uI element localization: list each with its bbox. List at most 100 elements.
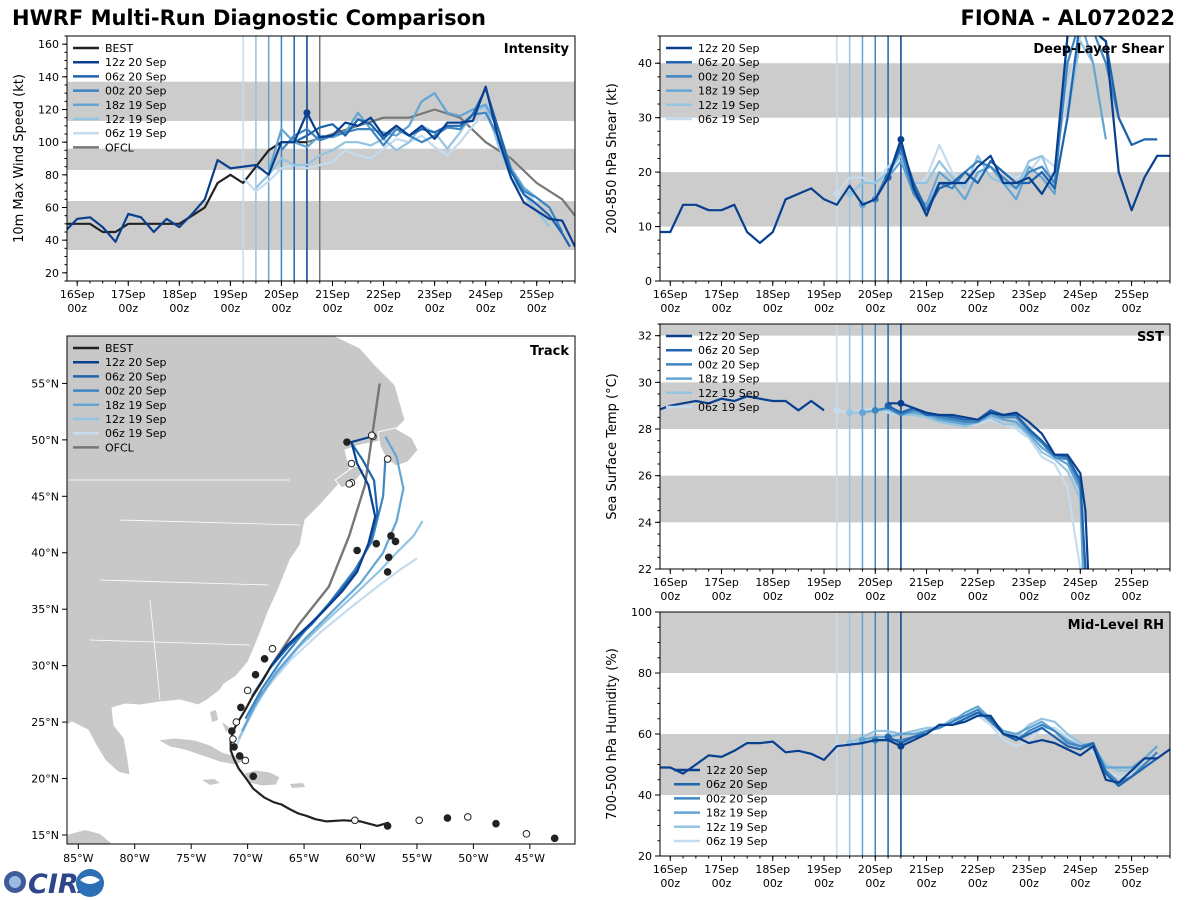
shear-xtick-day: 17Sep xyxy=(704,288,739,301)
shear-xtick-hour: 00z xyxy=(1019,302,1039,315)
sst-band-0 xyxy=(660,475,1170,523)
chart-track: 85°W 80°W 75°W 70°W 65°W 60°W 55°W 50°W 45°W 15°N… xyxy=(31,335,576,865)
track-endpoint-marker xyxy=(384,553,393,562)
shear-ylabel: 200-850 hPa Shear (kt) xyxy=(605,83,620,234)
track-map-land xyxy=(67,336,419,844)
intensity-ytick-label: 80 xyxy=(45,169,59,182)
shear-xtick-hour: 00z xyxy=(1122,302,1142,315)
shear-ytick-label: 0 xyxy=(645,275,652,288)
sst-band-1 xyxy=(660,382,1170,429)
sst-xtick-hour: 00z xyxy=(660,590,680,603)
rh-xtick-hour: 00z xyxy=(763,877,783,890)
storm-id-title: FIONA - AL072022 xyxy=(960,6,1175,30)
intensity-ytick-label: 100 xyxy=(38,136,59,149)
track-series-3 xyxy=(241,435,405,732)
sst-init-marker-2 xyxy=(871,406,879,414)
track-best-marker xyxy=(463,813,472,821)
intensity-ytick-label: 160 xyxy=(38,38,59,51)
intensity-xtick-day: 25Sep xyxy=(519,288,554,301)
rh-plot-area xyxy=(660,612,1170,856)
rh-init-marker-1 xyxy=(884,733,892,741)
chart-intensity: 2040608010012014016016Sep00z17Sep00z18Se… xyxy=(12,35,576,315)
rh-band-1 xyxy=(660,612,1170,673)
shear-legend-label: 06z 20 Sep xyxy=(698,56,760,69)
rh-legend-label: 18z 19 Sep xyxy=(706,807,768,820)
track-legend-label: 12z 20 Sep xyxy=(105,356,167,369)
shear-ytick-label: 30 xyxy=(638,112,652,125)
track-best-marker xyxy=(241,756,250,765)
track-best-marker xyxy=(492,819,500,828)
shear-xtick-day: 24Sep xyxy=(1063,288,1098,301)
intensity-xtick-hour: 00z xyxy=(220,302,240,315)
sst-init-marker-5 xyxy=(833,406,841,414)
rh-xtick-day: 25Sep xyxy=(1114,863,1149,876)
shear-ytick-label: 40 xyxy=(638,57,652,70)
rh-ytick-label: 100 xyxy=(631,606,652,619)
track-endpoint-marker xyxy=(372,539,381,548)
sst-legend-label: 06z 20 Sep xyxy=(698,344,760,357)
sst-xtick-hour: 00z xyxy=(1070,590,1090,603)
rh-ytick-label: 20 xyxy=(638,850,652,863)
rh-xtick-hour: 00z xyxy=(968,877,988,890)
rh-xtick-day: 24Sep xyxy=(1063,863,1098,876)
track-best-marker xyxy=(522,830,531,838)
track-best-marker xyxy=(237,703,245,712)
shear-xtick-hour: 00z xyxy=(660,302,680,315)
rh-xtick-hour: 00z xyxy=(712,877,732,890)
sst-init-marker-0 xyxy=(897,399,905,407)
shear-xtick-hour: 00z xyxy=(712,302,732,315)
sst-xtick-day: 20Sep xyxy=(858,576,893,589)
intensity-xtick-day: 17Sep xyxy=(111,288,146,301)
intensity-ytick-label: 120 xyxy=(38,104,59,117)
sst-legend-label: 18z 19 Sep xyxy=(698,373,760,386)
track-ytick-label: 45°N xyxy=(31,490,59,503)
intensity-xtick-hour: 00z xyxy=(527,302,547,315)
intensity-xtick-hour: 00z xyxy=(272,302,292,315)
track-best-marker xyxy=(260,655,269,663)
shear-xtick-day: 18Sep xyxy=(755,288,790,301)
track-best-marker xyxy=(443,814,452,822)
sst-xtick-day: 23Sep xyxy=(1012,576,1047,589)
sst-series-0 xyxy=(660,395,1090,569)
sst-series-4 xyxy=(849,409,1084,569)
shear-xtick-day: 20Sep xyxy=(858,288,893,301)
rh-xtick-hour: 00z xyxy=(917,877,937,890)
sst-legend-label: 12z 19 Sep xyxy=(698,387,760,400)
track-endpoint-marker xyxy=(347,459,356,468)
track-ytick-label: 30°N xyxy=(31,660,59,673)
rh-legend-label: 12z 19 Sep xyxy=(706,821,768,834)
track-ytick-label: 35°N xyxy=(31,603,59,616)
intensity-legend-label: 12z 19 Sep xyxy=(105,113,167,126)
track-best-marker xyxy=(243,686,252,695)
sst-ytick-label: 32 xyxy=(638,330,652,343)
track-endpoint-marker xyxy=(391,537,400,546)
intensity-xtick-hour: 00z xyxy=(118,302,138,315)
shear-legend-label: 12z 20 Sep xyxy=(698,42,760,55)
rh-legend-label: 00z 20 Sep xyxy=(706,792,768,805)
rh-xtick-day: 16Sep xyxy=(653,863,688,876)
track-ytick-label: 40°N xyxy=(31,547,59,560)
intensity-xtick-hour: 00z xyxy=(374,302,394,315)
shear-legend-label: 12z 19 Sep xyxy=(698,99,760,112)
intensity-legend-label: 06z 20 Sep xyxy=(105,70,167,83)
shear-xtick-day: 22Sep xyxy=(960,288,995,301)
sst-init-marker-3 xyxy=(858,409,866,417)
rh-xtick-hour: 00z xyxy=(865,877,885,890)
cira-logo: CIRA xyxy=(4,869,104,900)
track-frame xyxy=(66,335,576,845)
sst-xtick-hour: 00z xyxy=(1019,590,1039,603)
shear-xtick-hour: 00z xyxy=(763,302,783,315)
track-best-marker xyxy=(415,816,424,825)
intensity-legend-label: 12z 20 Sep xyxy=(105,56,167,69)
track-legend-label: BEST xyxy=(105,342,133,355)
rh-ylabel: 700-500 hPa Humidity (%) xyxy=(605,648,620,820)
track-ytick-label: 15°N xyxy=(31,829,59,842)
track-best-line xyxy=(229,665,390,827)
shear-xtick-hour: 00z xyxy=(814,302,834,315)
